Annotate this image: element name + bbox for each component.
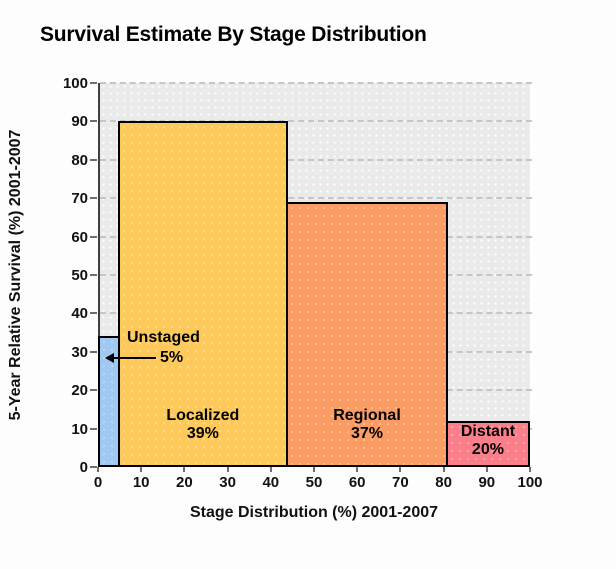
x-tick-0	[97, 467, 99, 472]
bar-distant: Distant 20%	[445, 420, 530, 467]
x-tick-label-70: 70	[392, 474, 409, 491]
x-tick-60	[356, 467, 359, 472]
y-tick-label-50: 50	[71, 267, 88, 284]
y-tick-label-100: 100	[62, 75, 88, 92]
unstaged-callout-text: Unstaged	[127, 329, 200, 346]
bar-label-pct: 37%	[350, 424, 383, 442]
x-tick-label-20: 20	[176, 474, 193, 491]
x-axis-title: Stage Distribution (%) 2001-2007	[189, 504, 439, 521]
gridline-y70	[100, 197, 532, 200]
y-tick-30	[90, 350, 97, 353]
y-tick-label-70: 70	[71, 190, 88, 208]
x-tick-label-40: 40	[262, 474, 280, 491]
y-tick-label-10: 10	[71, 420, 88, 438]
y-tick-label-80: 80	[71, 151, 88, 169]
bar-label-pct: 20%	[471, 440, 504, 458]
unstaged-callout-pct: 5%	[160, 349, 184, 366]
bar-regional: Regional 37%	[286, 202, 448, 467]
y-tick-10	[90, 427, 97, 430]
x-tick-10	[140, 467, 143, 472]
x-tick-label-100: 100	[517, 474, 543, 491]
unstaged-arrow-head-icon	[105, 353, 114, 363]
gridline-y80	[100, 158, 532, 161]
bar-label-regional: Regional 37%	[288, 407, 446, 443]
unstaged-arrow-line	[114, 357, 156, 359]
bar-label-localized: Localized 39%	[120, 407, 286, 443]
y-tick-label-30: 30	[71, 343, 88, 361]
bar-label-name: Regional	[333, 406, 401, 424]
chart-title: Survival Estimate By Stage Distribution	[40, 23, 427, 46]
bar-label-name: Distant	[460, 422, 516, 440]
y-tick-label-90: 90	[71, 113, 88, 131]
y-tick-100	[90, 82, 97, 84]
y-tick-90	[90, 120, 97, 123]
y-tick-60	[90, 235, 97, 238]
y-tick-label-40: 40	[71, 305, 88, 323]
x-tick-30	[226, 467, 229, 472]
x-tick-70	[399, 467, 402, 472]
y-tick-label-0: 0	[79, 459, 88, 476]
y-tick-80	[90, 158, 97, 161]
x-tick-label-30: 30	[219, 474, 236, 491]
x-tick-label-0: 0	[93, 474, 103, 491]
x-tick-label-60: 60	[348, 474, 366, 491]
x-tick-50	[313, 467, 315, 472]
x-tick-40	[269, 467, 272, 472]
bar-label-name: Localized	[166, 406, 240, 424]
bar-label-distant: Distant 20%	[448, 423, 528, 459]
y-tick-20	[90, 389, 97, 392]
gridline-y90	[100, 120, 532, 123]
x-tick-90	[485, 467, 488, 472]
x-tick-label-90: 90	[478, 474, 496, 491]
x-tick-label-50: 50	[305, 474, 323, 491]
y-tick-40	[90, 312, 97, 315]
x-tick-label-10: 10	[132, 474, 150, 491]
y-tick-0	[90, 466, 97, 468]
bar-localized: Localized 39%	[117, 121, 289, 467]
y-axis-title: 5-Year Relative Survival (%) 2001-2007	[7, 129, 24, 421]
bar-label-pct: 39%	[186, 424, 219, 442]
x-tick-20	[183, 467, 186, 472]
y-tick-50	[90, 274, 97, 276]
y-tick-label-60: 60	[71, 228, 88, 246]
x-tick-label-80: 80	[435, 474, 452, 491]
x-tick-80	[442, 467, 445, 472]
x-tick-100	[529, 467, 531, 472]
y-tick-70	[90, 197, 97, 200]
y-tick-label-20: 20	[71, 382, 88, 400]
gridline-y100	[100, 82, 532, 84]
